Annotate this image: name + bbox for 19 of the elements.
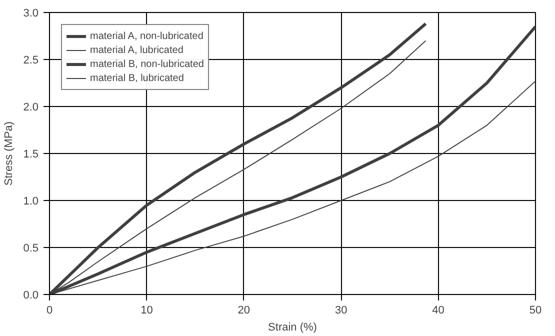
- x-tick-label: 20: [238, 304, 250, 316]
- y-tick-label: 1.5: [23, 148, 39, 160]
- y-tick-label: 2.5: [23, 54, 39, 66]
- x-tick-label: 50: [529, 304, 542, 316]
- legend-label: material A, non-lubricated: [90, 30, 204, 43]
- x-tick-label: 0: [46, 304, 53, 316]
- x-tick-label: 30: [334, 304, 348, 316]
- legend-label: material B, lubricated: [90, 72, 184, 85]
- y-axis-title: Stress (MPa): [3, 121, 16, 186]
- y-tick-label: 0.5: [23, 242, 39, 254]
- y-tick-label: 2.0: [23, 102, 39, 114]
- legend-label: material A, lubricated: [90, 44, 184, 57]
- x-axis-title: Strain (%): [268, 322, 317, 334]
- x-tick-label: 40: [432, 304, 444, 316]
- legend-label: material B, non-lubricated: [90, 58, 204, 71]
- x-tick-label: 10: [140, 304, 153, 316]
- y-tick-label: 0.0: [23, 290, 39, 302]
- y-tick-label: 3.0: [23, 8, 39, 20]
- y-tick-label: 1.0: [23, 196, 39, 208]
